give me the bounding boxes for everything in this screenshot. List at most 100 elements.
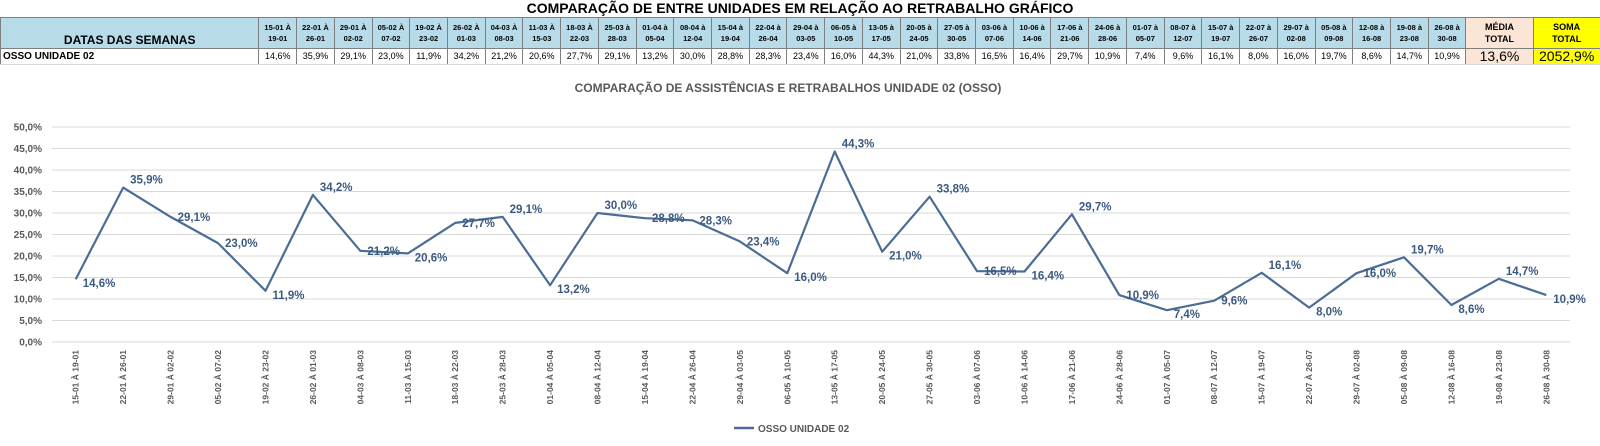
y-tick-label: 0,0% (19, 338, 42, 349)
x-tick-label: 26-08 À 30-08 (1541, 350, 1551, 405)
week-start-label: 17-06 à (1051, 22, 1088, 33)
sum-total-value: 2052,9% (1533, 49, 1600, 65)
data-label: 13,2% (557, 284, 590, 296)
week-end-label: 15-03 (523, 33, 560, 44)
week-start-label: 29-04 à (787, 22, 824, 33)
data-label: 30,0% (605, 200, 638, 212)
line-chart: COMPARAÇÃO DE ASSISTÊNCIAS E RETRABALHOS… (0, 65, 1600, 446)
x-tick-label: 01-04 À 05-04 (545, 350, 555, 405)
sheet-title: COMPARAÇÃO DE ENTRE UNIDADES EM RELAÇÃO … (0, 0, 1600, 17)
data-label: 35,9% (130, 175, 163, 187)
data-label: 16,0% (1364, 268, 1397, 280)
week-value-cell: 9,6% (1164, 49, 1202, 65)
week-value-cell: 29,1% (334, 49, 372, 65)
data-label: 28,3% (699, 215, 732, 227)
week-end-label: 12-04 (674, 33, 711, 44)
week-end-label: 14-06 (1014, 33, 1051, 44)
week-value-cell: 11,9% (410, 49, 448, 65)
week-end-label: 08-03 (486, 33, 523, 44)
y-tick-label: 20,0% (14, 252, 42, 263)
average-header-bottom: TOTAL (1466, 33, 1532, 45)
week-end-label: 26-07 (1240, 33, 1277, 44)
week-start-label: 05-08 à (1316, 22, 1353, 33)
y-tick-label: 5,0% (19, 316, 42, 327)
week-start-label: 11-03 À (523, 22, 560, 33)
x-tick-label: 08-07 À 12-07 (1209, 350, 1219, 405)
week-value-cell: 29,7% (1051, 49, 1089, 65)
week-value-cell: 33,8% (938, 49, 976, 65)
data-label: 34,2% (320, 182, 353, 194)
x-tick-label: 06-05 À 10-05 (782, 350, 792, 405)
chart-title: COMPARAÇÃO DE ASSISTÊNCIAS E RETRABALHOS… (575, 80, 1002, 95)
week-end-label: 02-08 (1278, 33, 1315, 44)
data-label: 29,1% (178, 212, 211, 224)
week-value-cell: 44,3% (862, 49, 900, 65)
data-label: 23,4% (747, 236, 780, 248)
week-value-cell: 7,4% (1126, 49, 1164, 65)
week-start-label: 19-02 À (410, 22, 447, 33)
legend-label: OSSO UNIDADE 02 (758, 424, 850, 435)
week-start-label: 26-02 À (448, 22, 485, 33)
data-label: 28,8% (652, 213, 685, 225)
week-start-label: 15-01 À (259, 22, 296, 33)
week-start-label: 05-02 À (373, 22, 410, 33)
table-header-label: DATAS DAS SEMANAS (1, 18, 259, 49)
x-tick-label: 22-07 À 26-07 (1304, 350, 1314, 405)
week-start-label: 20-05 à (901, 22, 938, 33)
x-tick-label: 04-03 À 08-03 (355, 350, 365, 405)
sum-header-top: SOMA (1534, 21, 1600, 33)
x-tick-label: 29-01 À 02-02 (166, 350, 176, 405)
y-tick-label: 40,0% (14, 166, 42, 177)
x-tick-label: 22-01 À 26-01 (118, 350, 128, 405)
series-line (76, 152, 1547, 311)
data-label: 21,2% (367, 246, 400, 258)
week-end-label: 05-04 (637, 33, 674, 44)
table-row-label: OSSO UNIDADE 02 (1, 49, 259, 65)
week-value-cell: 16,1% (1202, 49, 1240, 65)
week-end-label: 01-03 (448, 33, 485, 44)
data-label: 8,0% (1316, 307, 1342, 319)
data-label: 27,7% (462, 218, 495, 230)
week-value-cell: 13,2% (636, 49, 674, 65)
x-tick-label: 08-04 À 12-04 (593, 350, 603, 405)
week-start-label: 15-04 à (712, 22, 749, 33)
data-label: 16,5% (984, 266, 1017, 278)
week-value-cell: 16,0% (1277, 49, 1315, 65)
x-tick-label: 22-04 À 26-04 (687, 350, 697, 405)
week-value-cell: 30,0% (674, 49, 712, 65)
data-label: 20,6% (415, 252, 448, 264)
week-start-label: 08-07 à (1165, 22, 1202, 33)
week-end-label: 21-06 (1051, 33, 1088, 44)
week-value-cell: 23,4% (787, 49, 825, 65)
x-tick-label: 26-02 À 01-03 (308, 350, 318, 405)
y-tick-label: 15,0% (14, 273, 42, 284)
average-total-value: 13,6% (1466, 49, 1533, 65)
week-end-label: 03-05 (787, 33, 824, 44)
week-start-label: 01-07 à (1127, 22, 1164, 33)
y-tick-label: 25,0% (14, 230, 42, 241)
y-tick-label: 10,0% (14, 295, 42, 306)
week-end-label: 30-08 (1429, 33, 1466, 44)
x-tick-label: 29-04 À 03-05 (735, 350, 745, 405)
y-tick-label: 30,0% (14, 209, 42, 220)
data-label: 44,3% (842, 139, 875, 151)
data-label: 16,4% (1031, 270, 1064, 282)
week-end-label: 07-02 (373, 33, 410, 44)
week-start-label: 26-08 à (1429, 22, 1466, 33)
week-value-cell: 35,9% (297, 49, 335, 65)
